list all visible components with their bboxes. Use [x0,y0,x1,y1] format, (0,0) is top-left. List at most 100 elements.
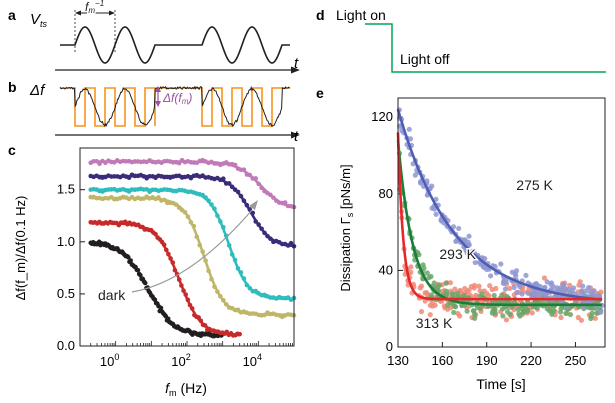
panel-e-xtick-label: 250 [565,353,587,368]
panel-c-fit-line [90,160,295,209]
panel-e-series-label: 293 K [439,246,476,262]
panel-c-letter: c [8,142,16,158]
panel-e-point [427,302,433,308]
panel-c-ytick-label: 1.0 [57,234,75,249]
panel-e-point [486,293,492,299]
panel-e-point [418,283,425,289]
panel-e-ylabel: Dissipation Γs [pNs/m] [338,164,355,291]
panel-e-series-label: 313 K [416,315,453,331]
panel-e-xtick-label: 130 [387,353,409,368]
panel-e-point [511,284,517,291]
panel-e-point [457,313,463,319]
panel-e-point [489,286,495,293]
panel-e-point [408,264,414,270]
panel-e-point [509,269,515,275]
panel-e-series-label: 275 K [516,177,553,193]
panel-e-point [502,286,509,292]
panel-e-point [567,311,574,318]
panel-e-point [567,282,573,288]
panel-e-point [513,273,519,279]
panel-c-point [125,254,131,260]
panel-e-point [429,183,435,189]
panel-d-on-label: Light on [336,7,386,23]
panel-e-point [406,126,412,132]
panel-e-ytick-label: 40 [379,262,393,277]
panel-e-point [449,291,456,297]
panel-a-ylabel: Vts [30,11,48,29]
panel-e-xtick-label: 160 [432,353,454,368]
panel-e-point [588,313,594,319]
panel-a-letter: a [8,7,16,23]
panel-e-point [563,310,569,317]
panel-e-point [529,310,535,316]
panel-e-point [596,293,602,299]
panel-c-point [158,305,164,311]
panel-e-xtick-label: 190 [476,353,498,368]
panel-e-ytick-label: 80 [379,186,393,201]
panel-e-point [433,211,439,217]
panel-e-point [424,178,430,184]
panel-a-x-arrow [291,66,300,74]
panel-e-point [523,272,529,278]
panel-e-xtick-label: 220 [520,353,542,368]
panel-e-point [598,309,604,315]
panel-b-response-signal [59,85,290,128]
panel-e-point [504,309,511,315]
panel-e-point [471,285,477,291]
panel-e-point [443,280,449,286]
panel-b-amplitude-arrowhead-top [155,86,161,92]
panel-b-amplitude-label: Δf(fm) [162,91,192,106]
panel-e-point [427,312,433,318]
panel-e-point [563,286,569,292]
panel-e-point [473,292,479,298]
panel-a-period-arrowhead-right [109,10,115,16]
panel-e-point [444,291,450,297]
panel-a-excitation-signal [60,26,290,64]
panel-e-point [578,317,585,323]
panel-e-point [451,309,457,316]
panel-e-point [569,287,575,293]
panel-b-letter: b [8,79,17,95]
panel-e-point [461,292,467,299]
panel-e-point [519,291,525,297]
panel-a-period-label: fm−1 [85,0,104,15]
panel-e-point [591,288,597,294]
panel-e-letter: e [316,85,324,101]
panel-c-fit-line [90,174,295,248]
panel-c-ylabel: Δf(f_m)/Δf(0.1 Hz) [13,196,28,301]
panel-e-series-0 [396,107,605,315]
panel-e-point [589,304,595,311]
panel-e-ytick-label: 0 [386,339,393,354]
panel-e-point [466,287,472,293]
panel-e-point [424,270,430,276]
panel-e-point [487,283,493,289]
panel-d-light-step [365,23,606,73]
panel-e-point [498,261,504,267]
panel-e-fit-line [396,132,603,301]
panel-e-point [542,292,548,298]
panel-e-point [558,305,564,312]
panel-e-xlabel: Time [s] [476,376,525,392]
panel-e-fit-line [396,140,603,307]
panel-e-point [472,315,478,321]
panel-e-point [479,291,485,297]
panel-e-point [525,290,531,296]
panel-c-ytick-label: 0.5 [57,286,75,301]
panel-e-point [579,291,585,297]
panel-e-point [431,280,437,286]
panel-e-point [452,304,459,310]
panel-e-point [589,292,595,298]
panel-e-point [592,315,598,321]
panel-b-xlabel: t [294,128,299,145]
panel-e-point [500,313,506,319]
panel-e-point [418,309,425,315]
panel-e-ytick-label: 120 [371,109,393,124]
panel-e-point [541,275,548,281]
panel-e-point [456,225,462,232]
panel-e-point [462,285,468,292]
panel-c-fit-line [90,188,295,301]
panel-e-point [492,307,498,313]
panel-c-point [135,267,141,273]
panel-c-trend-arrow [131,209,253,293]
